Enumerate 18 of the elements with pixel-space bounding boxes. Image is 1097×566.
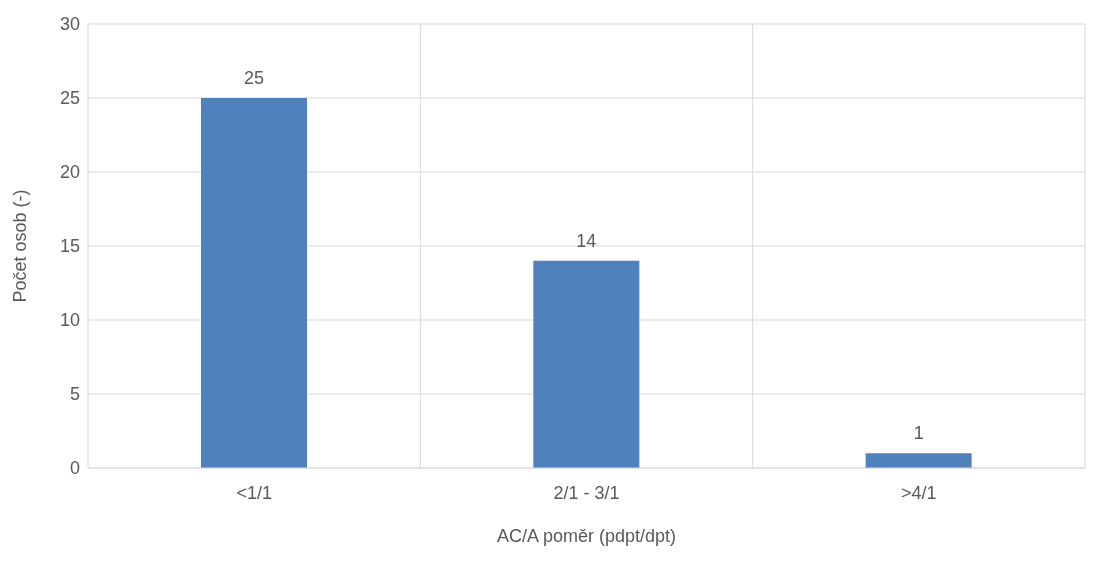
y-tick-label: 15	[59, 236, 80, 257]
data-label: 1	[913, 423, 924, 444]
data-label: 25	[243, 68, 265, 88]
x-tick-label: 2/1 - 3/1	[553, 482, 620, 503]
x-tick-label: >4/1	[901, 482, 937, 503]
bar	[865, 453, 972, 468]
y-tick-label: 0	[69, 458, 80, 479]
y-axis-title: Počet osob (-)	[10, 189, 31, 303]
data-label: 14	[576, 230, 597, 251]
x-tick-label: <1/1	[236, 482, 272, 503]
y-tick-label: 10	[59, 310, 80, 331]
bar	[533, 260, 640, 468]
y-tick-label: 25	[59, 88, 80, 109]
y-tick-label: 30	[59, 14, 80, 35]
bar	[201, 98, 307, 468]
x-axis-title: AC/A poměr (pdpt/dpt)	[496, 526, 677, 546]
y-tick-label: 5	[69, 384, 80, 405]
y-tick-label: 20	[59, 162, 80, 183]
